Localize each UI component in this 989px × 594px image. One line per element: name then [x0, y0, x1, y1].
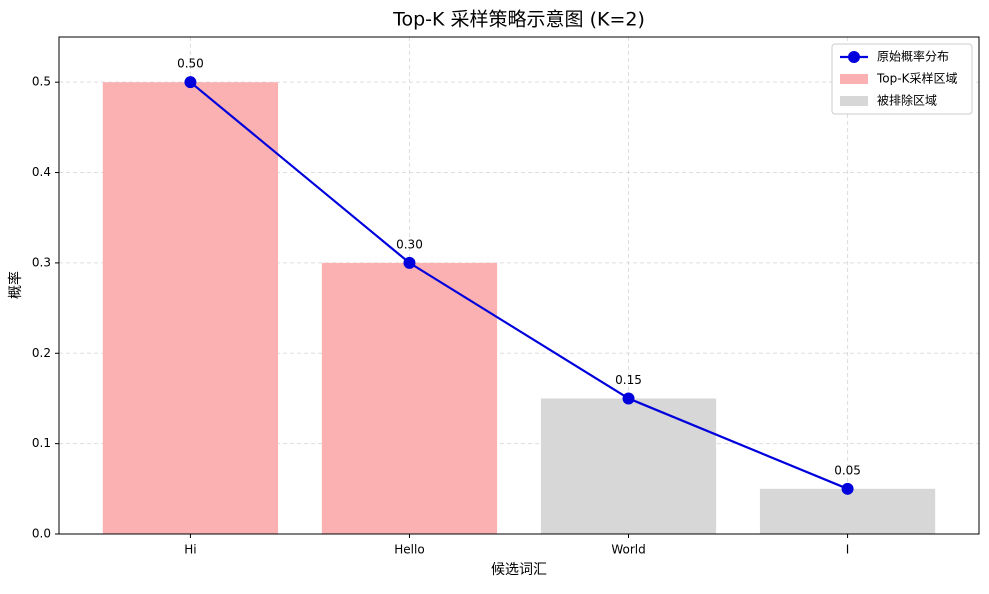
bar	[540, 398, 717, 534]
bar	[102, 82, 279, 534]
line	[189, 81, 848, 490]
marker	[403, 256, 416, 269]
bar	[321, 262, 498, 534]
legend-swatch	[840, 74, 868, 84]
x-tick-label: World	[611, 543, 645, 557]
plot-frame	[58, 36, 980, 535]
marker	[841, 482, 854, 495]
marker	[622, 392, 635, 405]
y-tick-label: 0.4	[32, 165, 51, 179]
marker	[184, 76, 197, 89]
legend-swatch	[840, 96, 868, 106]
y-tick-label: 0.2	[32, 346, 51, 360]
legend-label: 原始概率分布	[877, 49, 949, 64]
y-tick-label: 0.0	[32, 527, 51, 541]
legend-marker	[848, 51, 860, 63]
bar	[759, 488, 936, 534]
chart-title: Top-K 采样策略示意图 (K=2)	[392, 9, 645, 31]
legend-label: 被排除区域	[877, 93, 937, 108]
y-tick-label: 0.3	[32, 255, 51, 269]
data-label: 0.05	[834, 463, 861, 477]
x-tick-label: I	[846, 543, 850, 557]
data-label: 0.50	[177, 57, 204, 71]
y-axis-label: 概率	[7, 271, 24, 299]
x-tick-label: Hi	[184, 543, 196, 557]
data-label: 0.15	[615, 373, 642, 387]
y-tick-label: 0.5	[32, 75, 51, 89]
x-axis-label: 候选词汇	[491, 562, 547, 578]
x-tick-label: Hello	[394, 543, 424, 557]
legend-label: Top-K采样区域	[876, 71, 957, 86]
data-label: 0.30	[396, 237, 423, 251]
y-tick-label: 0.1	[32, 436, 51, 450]
